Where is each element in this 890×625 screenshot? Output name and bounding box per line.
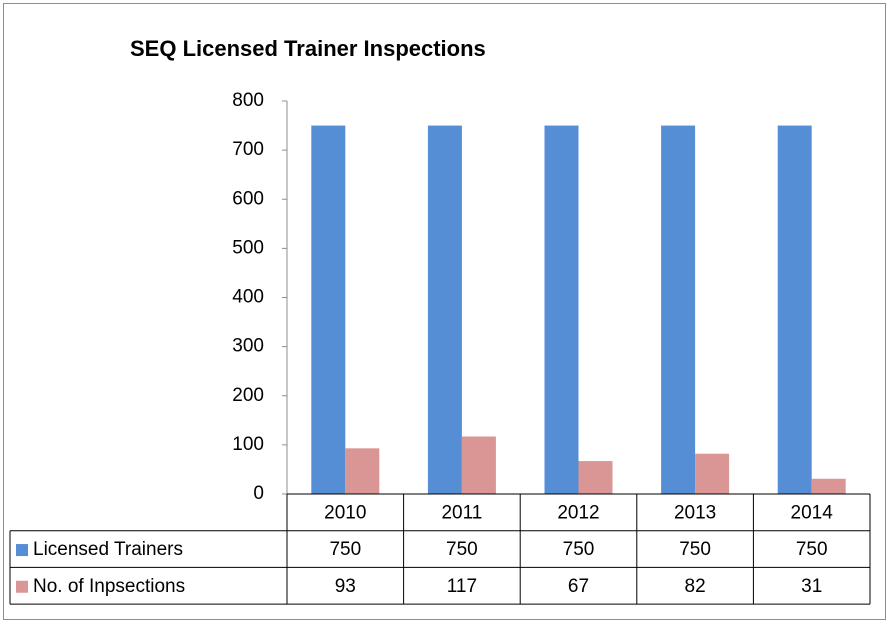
table-value: 31 <box>801 576 822 597</box>
y-tick-label: 800 <box>232 90 264 111</box>
table-value: 750 <box>563 539 595 560</box>
bar <box>578 461 613 494</box>
x-tick-label: 2010 <box>324 502 366 523</box>
bar <box>811 478 846 494</box>
table-value: 750 <box>796 539 828 560</box>
y-tick-label: 300 <box>232 336 264 357</box>
table-value: 750 <box>329 539 361 560</box>
x-tick-label: 2011 <box>441 502 482 523</box>
table-value: 82 <box>685 576 706 597</box>
y-tick-label: 700 <box>232 139 264 160</box>
y-tick-label: 400 <box>232 287 264 308</box>
legend-label: No. of Inpsections <box>33 576 185 597</box>
bar <box>695 453 730 494</box>
legend-swatch <box>16 544 28 557</box>
table-value: 93 <box>335 576 356 597</box>
bar <box>427 125 462 494</box>
legend-swatch <box>16 580 28 593</box>
x-tick-label: 2014 <box>791 502 834 523</box>
x-tick-label: 2013 <box>674 502 716 523</box>
bar <box>461 436 496 494</box>
table-value: 750 <box>446 539 478 560</box>
bar <box>777 125 812 494</box>
y-tick-label: 600 <box>232 188 264 209</box>
y-tick-label: 500 <box>232 237 264 258</box>
table-value: 67 <box>568 576 589 597</box>
x-tick-label: 2012 <box>557 502 599 523</box>
bar <box>544 125 579 494</box>
table-value: 117 <box>447 576 477 597</box>
y-tick-label: 100 <box>232 434 264 455</box>
bar <box>661 125 696 494</box>
y-tick-label: 200 <box>232 385 264 406</box>
y-tick-label: 0 <box>253 483 264 504</box>
bar <box>311 125 346 494</box>
bar <box>345 448 380 494</box>
chart-title: SEQ Licensed Trainer Inspections <box>130 36 486 61</box>
legend-label: Licensed Trainers <box>33 539 183 560</box>
table-value: 750 <box>679 539 711 560</box>
